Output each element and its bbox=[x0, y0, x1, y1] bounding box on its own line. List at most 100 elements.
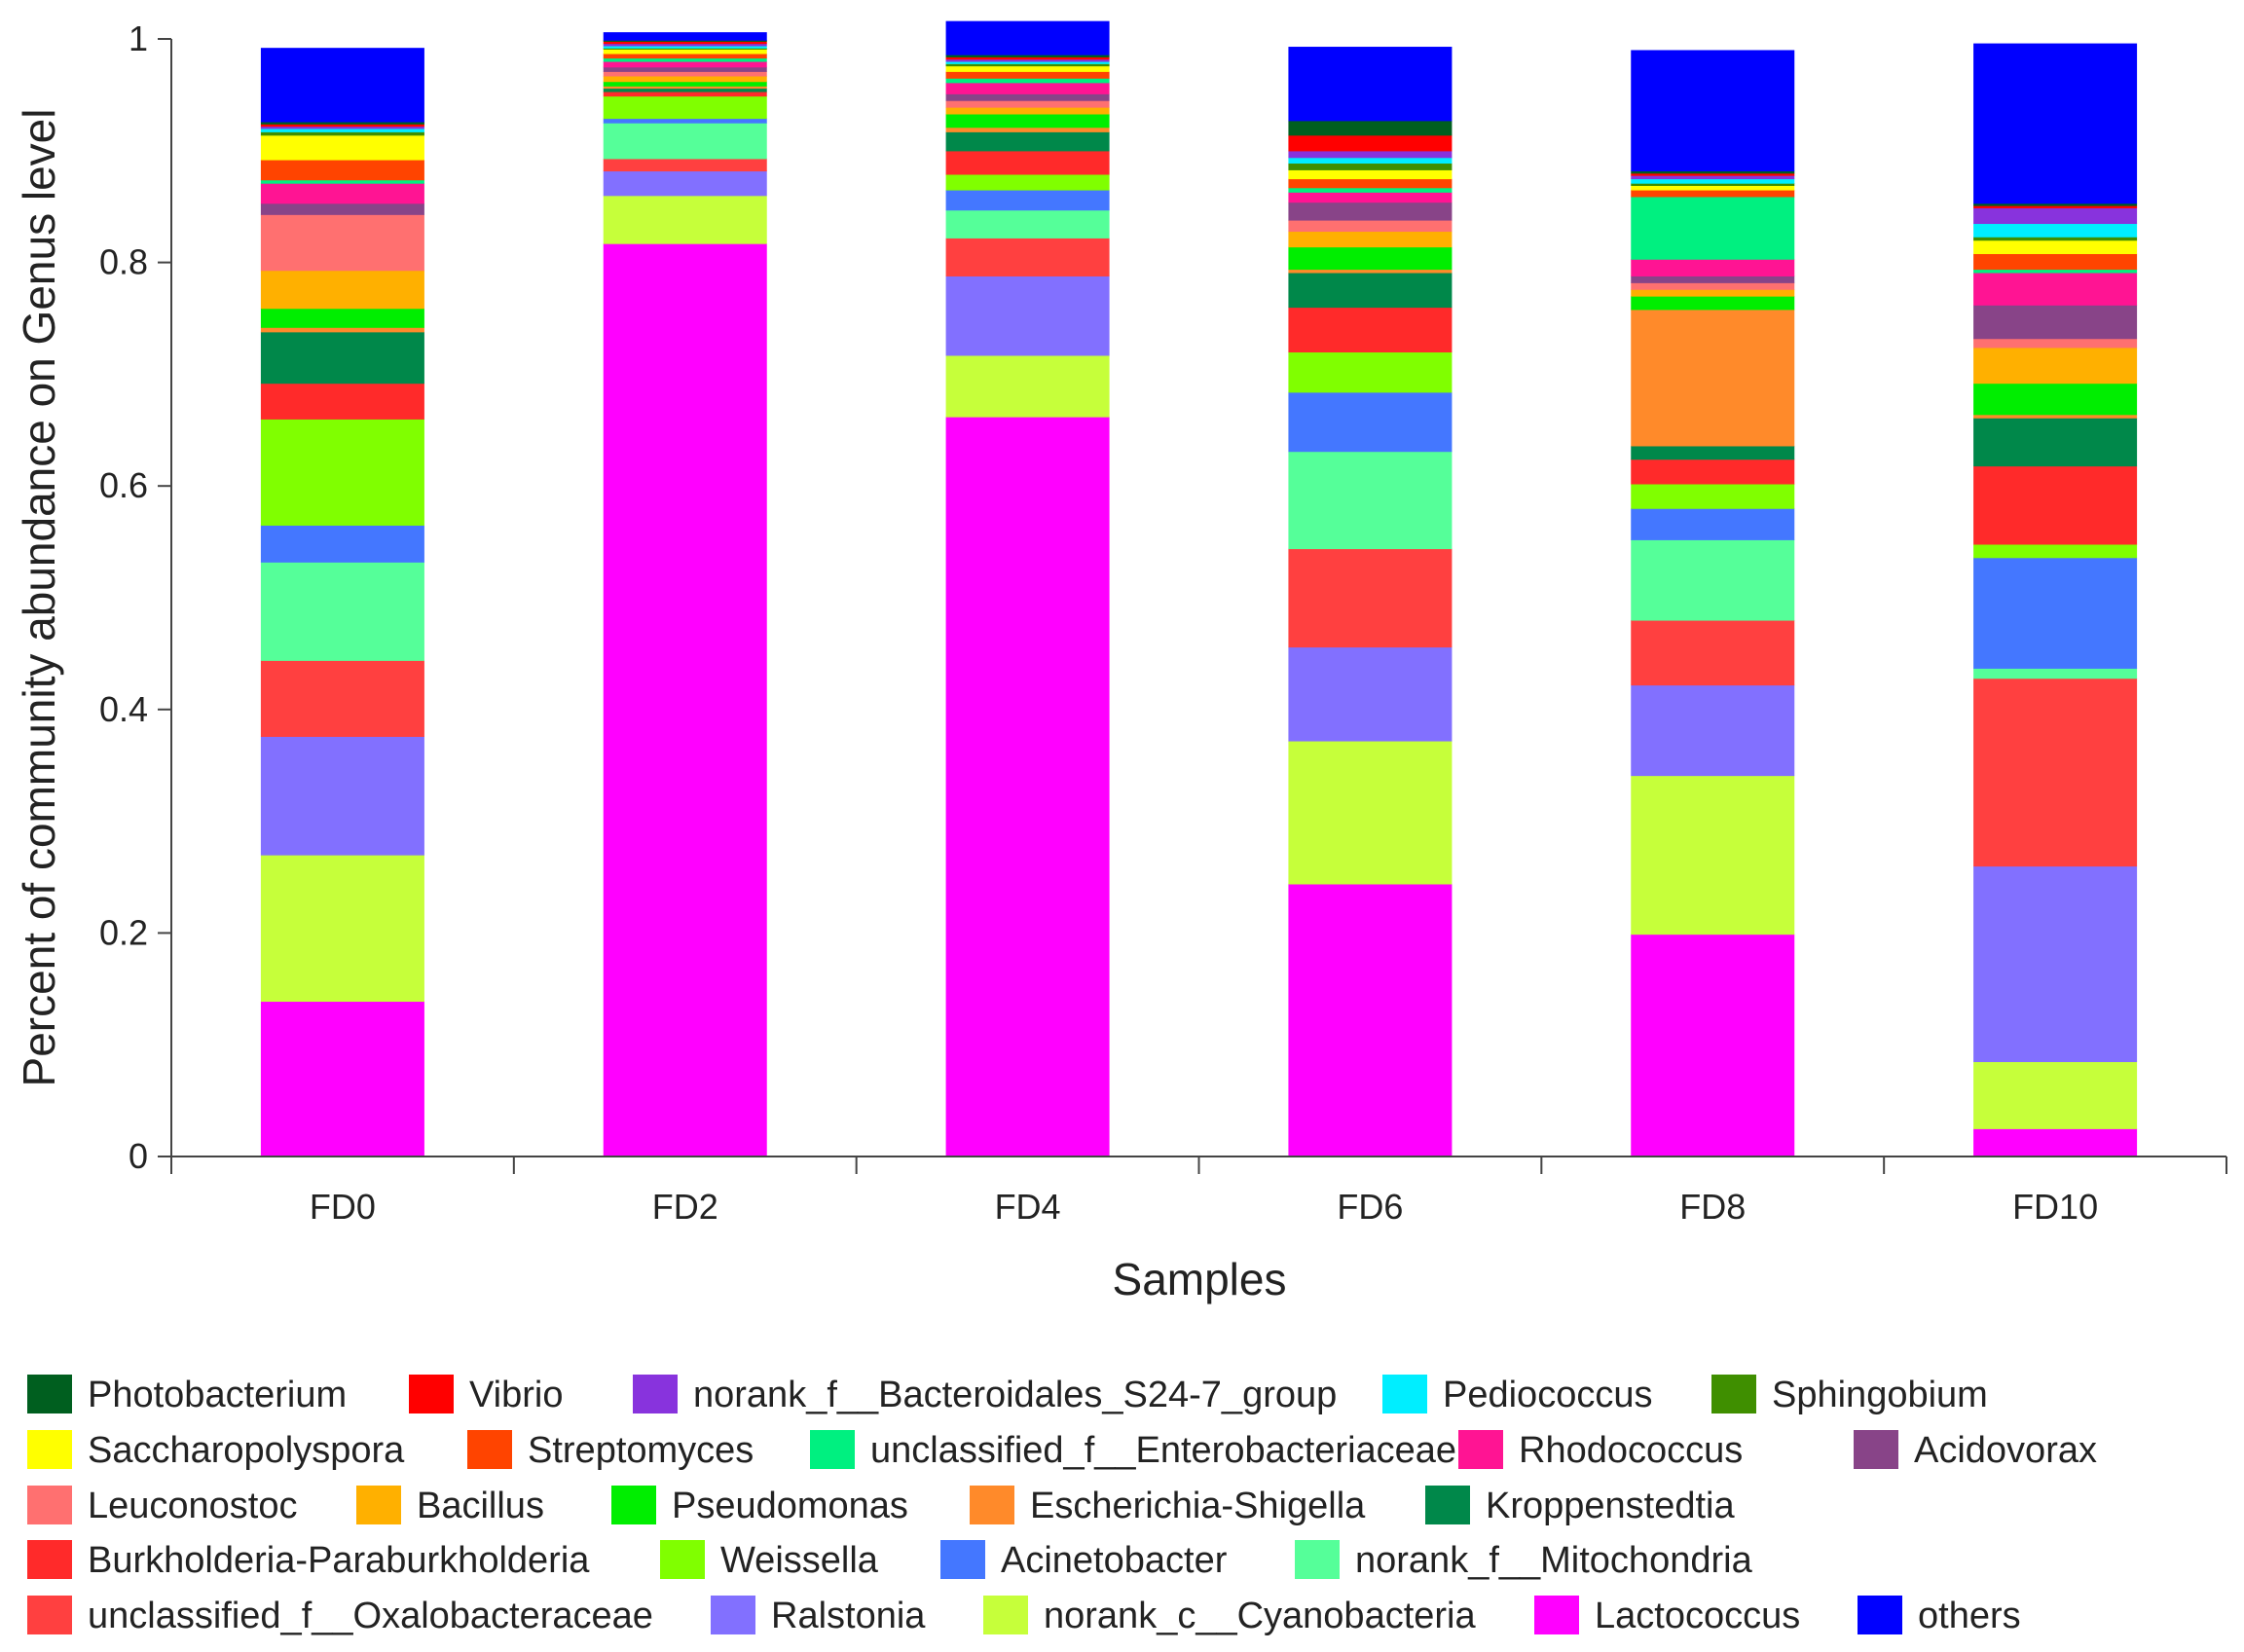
x-tick-label: FD8 bbox=[1679, 1187, 1746, 1227]
bar-segment bbox=[603, 32, 767, 41]
bar-segment bbox=[260, 562, 424, 661]
bar-segment bbox=[603, 158, 767, 172]
bar-segment bbox=[945, 60, 1110, 64]
legend-label: Pediococcus bbox=[1443, 1375, 1652, 1415]
legend-label: others bbox=[1918, 1596, 2021, 1636]
bar-segment bbox=[1288, 646, 1453, 742]
bar-segment bbox=[1288, 351, 1453, 393]
bar-segment bbox=[1631, 189, 1795, 198]
bar-segment bbox=[260, 383, 424, 420]
legend-swatch bbox=[983, 1596, 1028, 1634]
bar-segment bbox=[1288, 246, 1453, 271]
bar-segment bbox=[945, 107, 1110, 115]
bar-segment bbox=[1973, 1061, 2138, 1129]
bar-segment bbox=[1973, 338, 2138, 349]
legend-item: Burkholderia-Paraburkholderia bbox=[27, 1540, 590, 1581]
bar-segment bbox=[1631, 539, 1795, 621]
bar-segment bbox=[603, 88, 767, 92]
bar-segment bbox=[945, 150, 1110, 175]
bar-segment bbox=[1973, 43, 2138, 204]
legend-label: Acinetobacter bbox=[1001, 1540, 1228, 1581]
bar-segment bbox=[1631, 50, 1795, 172]
legend: Photobacterium Vibrio norank_f__Bacteroida… bbox=[27, 1375, 2097, 1636]
bar-segment bbox=[1973, 543, 2138, 559]
bar-segment bbox=[945, 417, 1110, 1157]
bar-segment bbox=[945, 55, 1110, 57]
legend-item: Pediococcus bbox=[1382, 1375, 1652, 1415]
y-tick-label: 0.8 bbox=[99, 242, 148, 282]
bar-segment bbox=[1631, 309, 1795, 447]
legend-item: norank_f__Mitochondria bbox=[1295, 1540, 1753, 1581]
bar-segment bbox=[945, 71, 1110, 79]
bar-segment bbox=[945, 93, 1110, 101]
bar-segment bbox=[603, 91, 767, 97]
bar-segment bbox=[1973, 272, 2138, 306]
bar-segment bbox=[1631, 508, 1795, 540]
x-tick-label: FD10 bbox=[2012, 1187, 2098, 1227]
legend-swatch bbox=[940, 1540, 985, 1579]
bar-segment bbox=[260, 134, 424, 161]
legend-label: Burkholderia-Paraburkholderia bbox=[88, 1540, 590, 1581]
bar-segment bbox=[945, 58, 1110, 62]
legend-label: unclassified_f__Oxalobacteraceae bbox=[88, 1596, 653, 1636]
legend-label: norank_f__Bacteroidales_S24-7_group bbox=[693, 1375, 1337, 1415]
bar-segment bbox=[603, 195, 767, 244]
legend-label: norank_c__Cyanobacteria bbox=[1044, 1596, 1476, 1636]
legend-label: Streptomyces bbox=[528, 1430, 754, 1471]
bar-segment bbox=[260, 214, 424, 272]
legend-swatch bbox=[611, 1486, 656, 1524]
bar-segment bbox=[1288, 219, 1453, 233]
bar-segment bbox=[1973, 207, 2138, 225]
bar-segment bbox=[260, 331, 424, 385]
bar-segment bbox=[1288, 307, 1453, 353]
bar-segment bbox=[1631, 483, 1795, 509]
legend-item: Rhodococcus bbox=[1458, 1430, 1743, 1471]
bar-segment bbox=[603, 86, 767, 90]
bar-segment bbox=[1288, 47, 1453, 122]
y-tick-label: 0 bbox=[129, 1136, 148, 1176]
legend-item: Kroppenstedtia bbox=[1425, 1486, 1735, 1526]
bar-segment bbox=[945, 275, 1110, 356]
bar-segment bbox=[1973, 202, 2138, 206]
bar-segment bbox=[945, 131, 1110, 152]
bar-segment bbox=[1288, 163, 1453, 170]
legend-swatch bbox=[633, 1375, 678, 1413]
bar-segment bbox=[260, 1001, 424, 1157]
bar-segment bbox=[603, 41, 767, 45]
bar-segment bbox=[1631, 296, 1795, 311]
bar-segment bbox=[1973, 253, 2138, 271]
bar-segment bbox=[603, 40, 767, 42]
bar-stack-fd0 bbox=[260, 48, 424, 1157]
bar-segment bbox=[945, 100, 1110, 108]
bar-segment bbox=[260, 121, 424, 125]
bar-segment bbox=[1631, 619, 1795, 686]
bar-segment bbox=[1973, 237, 2138, 241]
bar-segment bbox=[945, 78, 1110, 84]
legend-label: norank_f__Mitochondria bbox=[1355, 1540, 1753, 1581]
legend-swatch bbox=[27, 1486, 72, 1524]
legend-swatch bbox=[660, 1540, 705, 1579]
bar-segment bbox=[1973, 678, 2138, 867]
bar-segment bbox=[603, 123, 767, 160]
bar-segment bbox=[260, 660, 424, 737]
legend-label: Pseudomonas bbox=[672, 1486, 908, 1526]
bar-segment bbox=[260, 308, 424, 328]
legend-label: Leuconostoc bbox=[88, 1486, 298, 1526]
bar-segment bbox=[1288, 178, 1453, 189]
bar-segment bbox=[1631, 196, 1795, 260]
bar-segment bbox=[1973, 383, 2138, 416]
legend-item: Photobacterium bbox=[27, 1375, 347, 1415]
legend-swatch bbox=[970, 1486, 1014, 1524]
bar-segment bbox=[1973, 1128, 2138, 1157]
legend-swatch bbox=[1534, 1596, 1579, 1634]
bar-segment bbox=[945, 127, 1110, 132]
bar-segment bbox=[1631, 934, 1795, 1157]
bar-segment bbox=[1973, 465, 2138, 545]
legend-swatch bbox=[467, 1430, 512, 1469]
legend-label: unclassified_f__Enterobacteriaceae bbox=[870, 1430, 1456, 1471]
bar-segment bbox=[260, 126, 424, 129]
legend-item: Weissella bbox=[660, 1540, 879, 1581]
legend-swatch bbox=[409, 1375, 454, 1413]
bar-segment bbox=[945, 238, 1110, 276]
bar-segment bbox=[1288, 391, 1453, 453]
